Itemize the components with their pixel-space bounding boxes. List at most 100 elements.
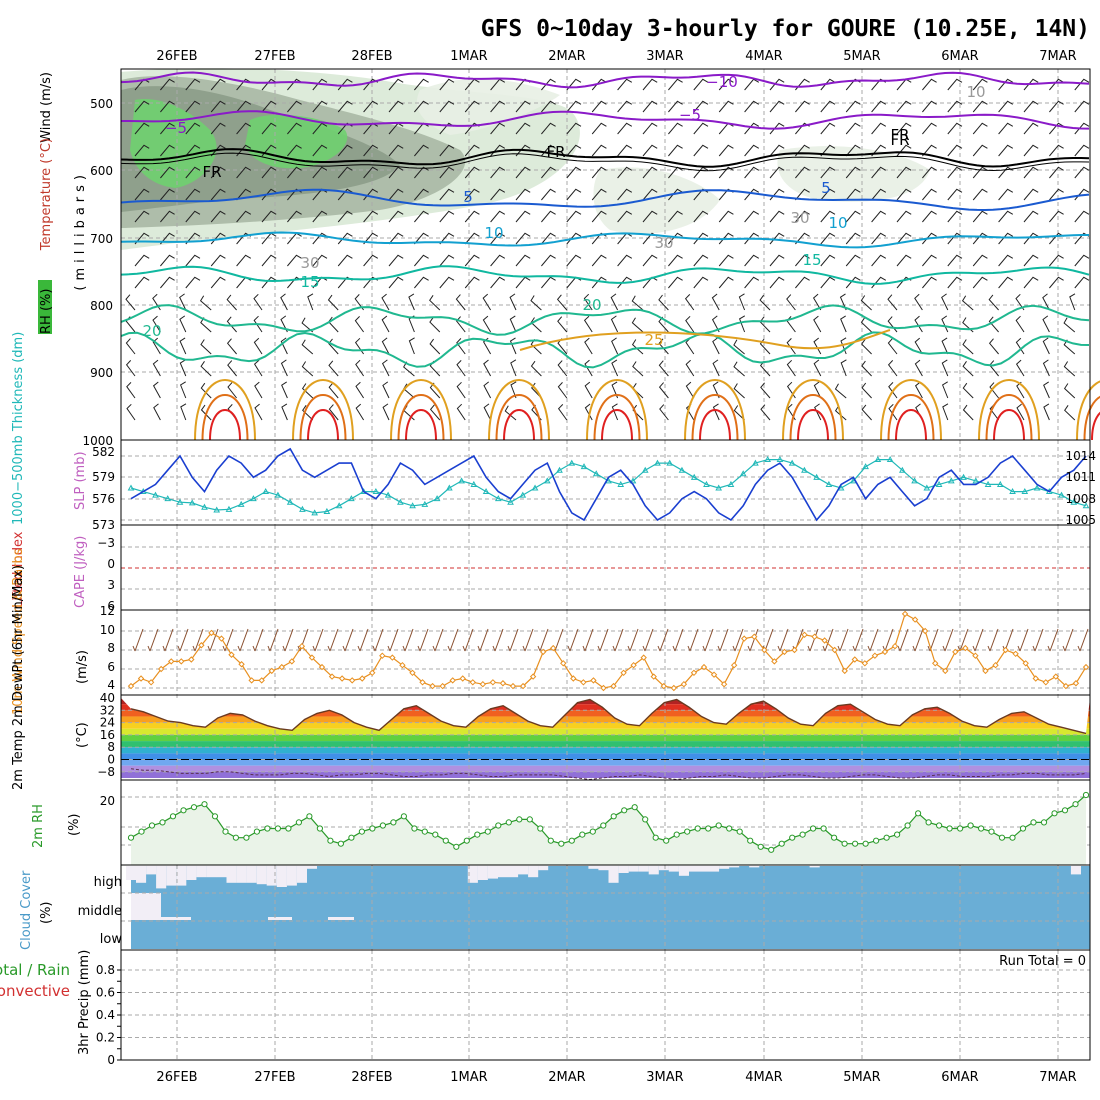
- thickness-point: [519, 491, 527, 498]
- temp-contour: [120, 188, 1090, 212]
- upper-wind-ylabel: Wind (m/s): [39, 72, 54, 143]
- wind-barb: [583, 293, 593, 311]
- cloud-high-bar: [296, 866, 307, 883]
- wind-barb: [328, 382, 339, 399]
- wind-barb: [922, 254, 937, 267]
- wind-barb: [744, 166, 760, 179]
- wind-speed-point: [258, 677, 265, 684]
- rh-legend-swatch: [38, 280, 52, 334]
- wind-barb: [455, 316, 466, 333]
- surface-wind-barb: [1032, 628, 1044, 652]
- contour-label: 10: [828, 214, 847, 232]
- wind-barb: [200, 382, 212, 399]
- rh-point: [831, 834, 838, 841]
- wind-barb: [414, 210, 429, 223]
- wind-barb: [871, 100, 887, 113]
- rh-point: [442, 837, 449, 844]
- rh-point: [600, 822, 607, 829]
- wind-barb: [388, 78, 404, 91]
- wind-barb: [456, 403, 466, 421]
- wind-barb: [972, 122, 988, 135]
- wind-barb: [860, 317, 872, 333]
- surface-wind-barb: [582, 628, 594, 652]
- rh-point: [1019, 825, 1027, 832]
- rh-point: [1040, 819, 1048, 826]
- wind-barb: [962, 361, 974, 377]
- rh-point: [148, 822, 156, 829]
- rh-point: [820, 825, 827, 832]
- wind-barb: [254, 403, 263, 421]
- wind-barb: [759, 294, 771, 311]
- wind-barb: [566, 232, 582, 245]
- wind-barb: [693, 100, 709, 113]
- date-label-top: 6MAR: [941, 49, 978, 64]
- wind-speed-point: [1042, 679, 1049, 686]
- wind-barb: [820, 188, 836, 201]
- surface-wind-barb: [462, 628, 474, 652]
- wind-barb: [795, 276, 810, 289]
- surface-wind-barb: [612, 628, 624, 652]
- thickness-point: [176, 498, 184, 505]
- wind-barb: [972, 232, 988, 245]
- wind-barb: [733, 383, 745, 399]
- thickness-point: [470, 480, 478, 487]
- wind-barb: [464, 210, 480, 223]
- wind-speed-point: [157, 665, 165, 673]
- thickness-point: [372, 488, 380, 495]
- pressure-tick: 700: [90, 232, 113, 246]
- wind-barb: [668, 122, 683, 135]
- rh-point: [337, 840, 344, 847]
- wind-barb: [236, 254, 252, 267]
- date-label-top: 26FEB: [156, 49, 197, 64]
- thickness-point: [629, 477, 637, 484]
- rh-point: [253, 828, 260, 835]
- wind-barb: [281, 381, 288, 399]
- wind-barb: [328, 404, 339, 421]
- thickness-point: [482, 488, 490, 495]
- wind-speed-point: [932, 660, 939, 667]
- rh-point: [957, 825, 964, 832]
- wind-barb: [414, 144, 429, 157]
- wind-barb: [160, 232, 175, 245]
- thickness-tick: 576: [92, 492, 115, 506]
- wind-barb: [861, 404, 872, 421]
- thickness-point: [323, 507, 331, 514]
- surface-wind-barb: [912, 628, 924, 652]
- rh-point: [327, 837, 334, 844]
- wind-speed-point: [248, 677, 255, 684]
- wind-barb: [972, 144, 988, 157]
- rh-point: [673, 831, 680, 838]
- surface-wind-barb: [252, 628, 264, 652]
- thickness-point: [348, 495, 355, 502]
- thickness-point: [335, 502, 343, 509]
- wind-barb: [658, 360, 669, 377]
- rh-point: [421, 828, 428, 835]
- wind-barb: [179, 381, 187, 399]
- wind-barb: [642, 166, 658, 179]
- surface-wind-barb: [717, 628, 729, 652]
- wind-speed-point: [1022, 660, 1029, 667]
- wind-barb: [693, 188, 709, 201]
- temp-tick: 0: [107, 753, 115, 767]
- warm-contour: [307, 409, 339, 441]
- wind-barb: [896, 122, 912, 135]
- contour-label: 15: [802, 251, 821, 269]
- wind-barb: [642, 188, 658, 201]
- wind-barb: [769, 166, 785, 179]
- wind-barb: [941, 315, 949, 333]
- contour-label: FR: [890, 131, 909, 149]
- wind-barb: [1023, 78, 1039, 91]
- wind10m-panel: 12 10 8 6 4: [100, 604, 1091, 696]
- wind-barb: [160, 254, 175, 267]
- cloud-high-bar: [618, 866, 629, 873]
- wind-barb: [820, 144, 836, 157]
- wind-speed-point: [730, 661, 738, 669]
- wind-barb: [179, 359, 187, 377]
- wind-barb: [845, 232, 861, 245]
- wind-barb: [820, 254, 836, 267]
- wind-barb: [947, 188, 963, 201]
- rh-point: [526, 816, 533, 823]
- wind-barb: [464, 232, 480, 245]
- wind-barb: [301, 361, 314, 377]
